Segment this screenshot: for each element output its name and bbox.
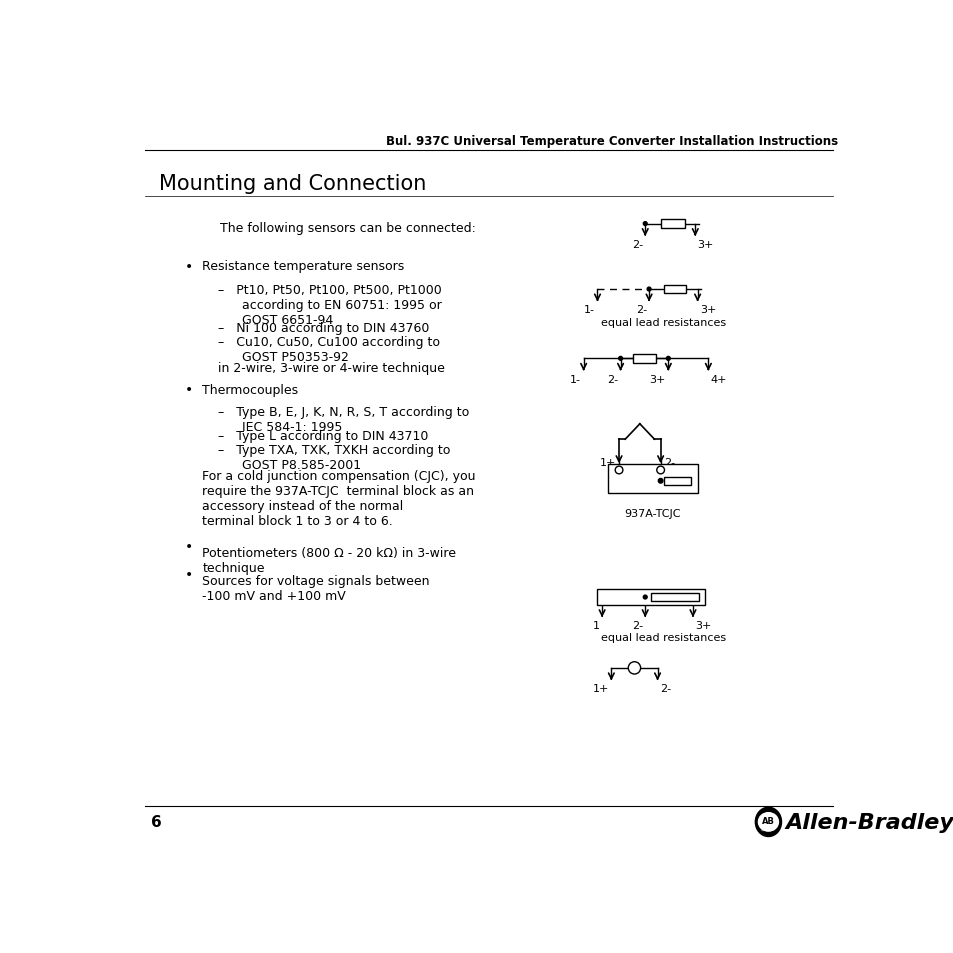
Text: –   Type B, E, J, K, N, R, S, T according to
      IEC 584-1: 1995: – Type B, E, J, K, N, R, S, T according … xyxy=(217,405,469,433)
Text: –   Type TXA, TXK, TXKH according to
      GOST P8.585-2001: – Type TXA, TXK, TXKH according to GOST … xyxy=(217,443,450,472)
Bar xyxy=(607,464,697,494)
Text: 2-: 2- xyxy=(635,305,646,315)
Text: 937A-TCJC: 937A-TCJC xyxy=(623,509,680,519)
Text: 2-: 2- xyxy=(663,457,674,467)
Text: Resistance temperature sensors: Resistance temperature sensors xyxy=(202,260,404,274)
Text: 3+: 3+ xyxy=(695,620,711,631)
Text: 1-: 1- xyxy=(570,375,580,384)
Text: 3+: 3+ xyxy=(700,305,716,315)
Ellipse shape xyxy=(755,807,781,837)
Text: 6: 6 xyxy=(151,815,161,829)
Text: •: • xyxy=(185,259,193,274)
Text: QUALITY: QUALITY xyxy=(760,827,775,831)
Circle shape xyxy=(646,288,650,292)
Text: The following sensors can be connected:: The following sensors can be connected: xyxy=(220,222,476,234)
Circle shape xyxy=(658,479,662,483)
Circle shape xyxy=(628,662,640,675)
Circle shape xyxy=(642,596,646,599)
Circle shape xyxy=(666,357,670,361)
Text: –   Pt10, Pt50, Pt100, Pt500, Pt1000
      according to EN 60751: 1995 or
      : – Pt10, Pt50, Pt100, Pt500, Pt1000 accor… xyxy=(217,284,441,327)
Text: 2-: 2- xyxy=(606,375,618,384)
Text: For a cold junction compensation (CJC), you
require the 937A-TCJC  terminal bloc: For a cold junction compensation (CJC), … xyxy=(202,470,476,528)
Text: in 2-wire, 3-wire or 4-wire technique: in 2-wire, 3-wire or 4-wire technique xyxy=(217,362,444,375)
Text: 2-: 2- xyxy=(631,240,642,250)
Text: 1+: 1+ xyxy=(599,457,616,467)
Text: AB: AB xyxy=(761,816,774,825)
Text: •: • xyxy=(185,539,193,554)
Text: 2-: 2- xyxy=(659,683,670,694)
Circle shape xyxy=(656,467,664,475)
Circle shape xyxy=(642,222,646,226)
Ellipse shape xyxy=(758,813,778,831)
Text: equal lead resistances: equal lead resistances xyxy=(600,317,725,328)
Text: 3+: 3+ xyxy=(649,375,665,384)
Text: –   Cu10, Cu50, Cu100 according to
      GOST P50353-92: – Cu10, Cu50, Cu100 according to GOST P5… xyxy=(217,335,439,364)
Text: Potentiometers (800 Ω - 20 kΩ) in 3-wire
technique: Potentiometers (800 Ω - 20 kΩ) in 3-wire… xyxy=(202,547,456,575)
Text: •: • xyxy=(185,567,193,581)
Bar xyxy=(632,355,656,363)
Bar xyxy=(663,477,691,485)
Text: Mounting and Connection: Mounting and Connection xyxy=(158,173,426,193)
Text: 1: 1 xyxy=(592,620,599,631)
Bar xyxy=(650,594,699,601)
Text: Thermocouples: Thermocouples xyxy=(202,383,298,396)
Bar xyxy=(660,220,684,229)
Text: 3+: 3+ xyxy=(697,240,713,250)
Text: 1+: 1+ xyxy=(592,683,608,694)
Bar xyxy=(597,590,703,605)
Text: equal lead resistances: equal lead resistances xyxy=(600,633,725,642)
Text: 2-: 2- xyxy=(631,620,642,631)
Circle shape xyxy=(618,357,622,361)
Circle shape xyxy=(615,467,622,475)
Text: 1-: 1- xyxy=(583,305,595,315)
Text: 4+: 4+ xyxy=(710,375,726,384)
Text: •: • xyxy=(185,383,193,396)
Text: Allen-Bradley: Allen-Bradley xyxy=(784,812,953,832)
Text: Sources for voltage signals between
-100 mV and +100 mV: Sources for voltage signals between -100… xyxy=(202,575,430,602)
Bar xyxy=(664,286,685,294)
Text: Bul. 937C Universal Temperature Converter Installation Instructions: Bul. 937C Universal Temperature Converte… xyxy=(385,134,837,148)
Text: –   Type L according to DIN 43710: – Type L according to DIN 43710 xyxy=(217,430,428,443)
Text: –   Ni 100 according to DIN 43760: – Ni 100 according to DIN 43760 xyxy=(217,322,429,335)
